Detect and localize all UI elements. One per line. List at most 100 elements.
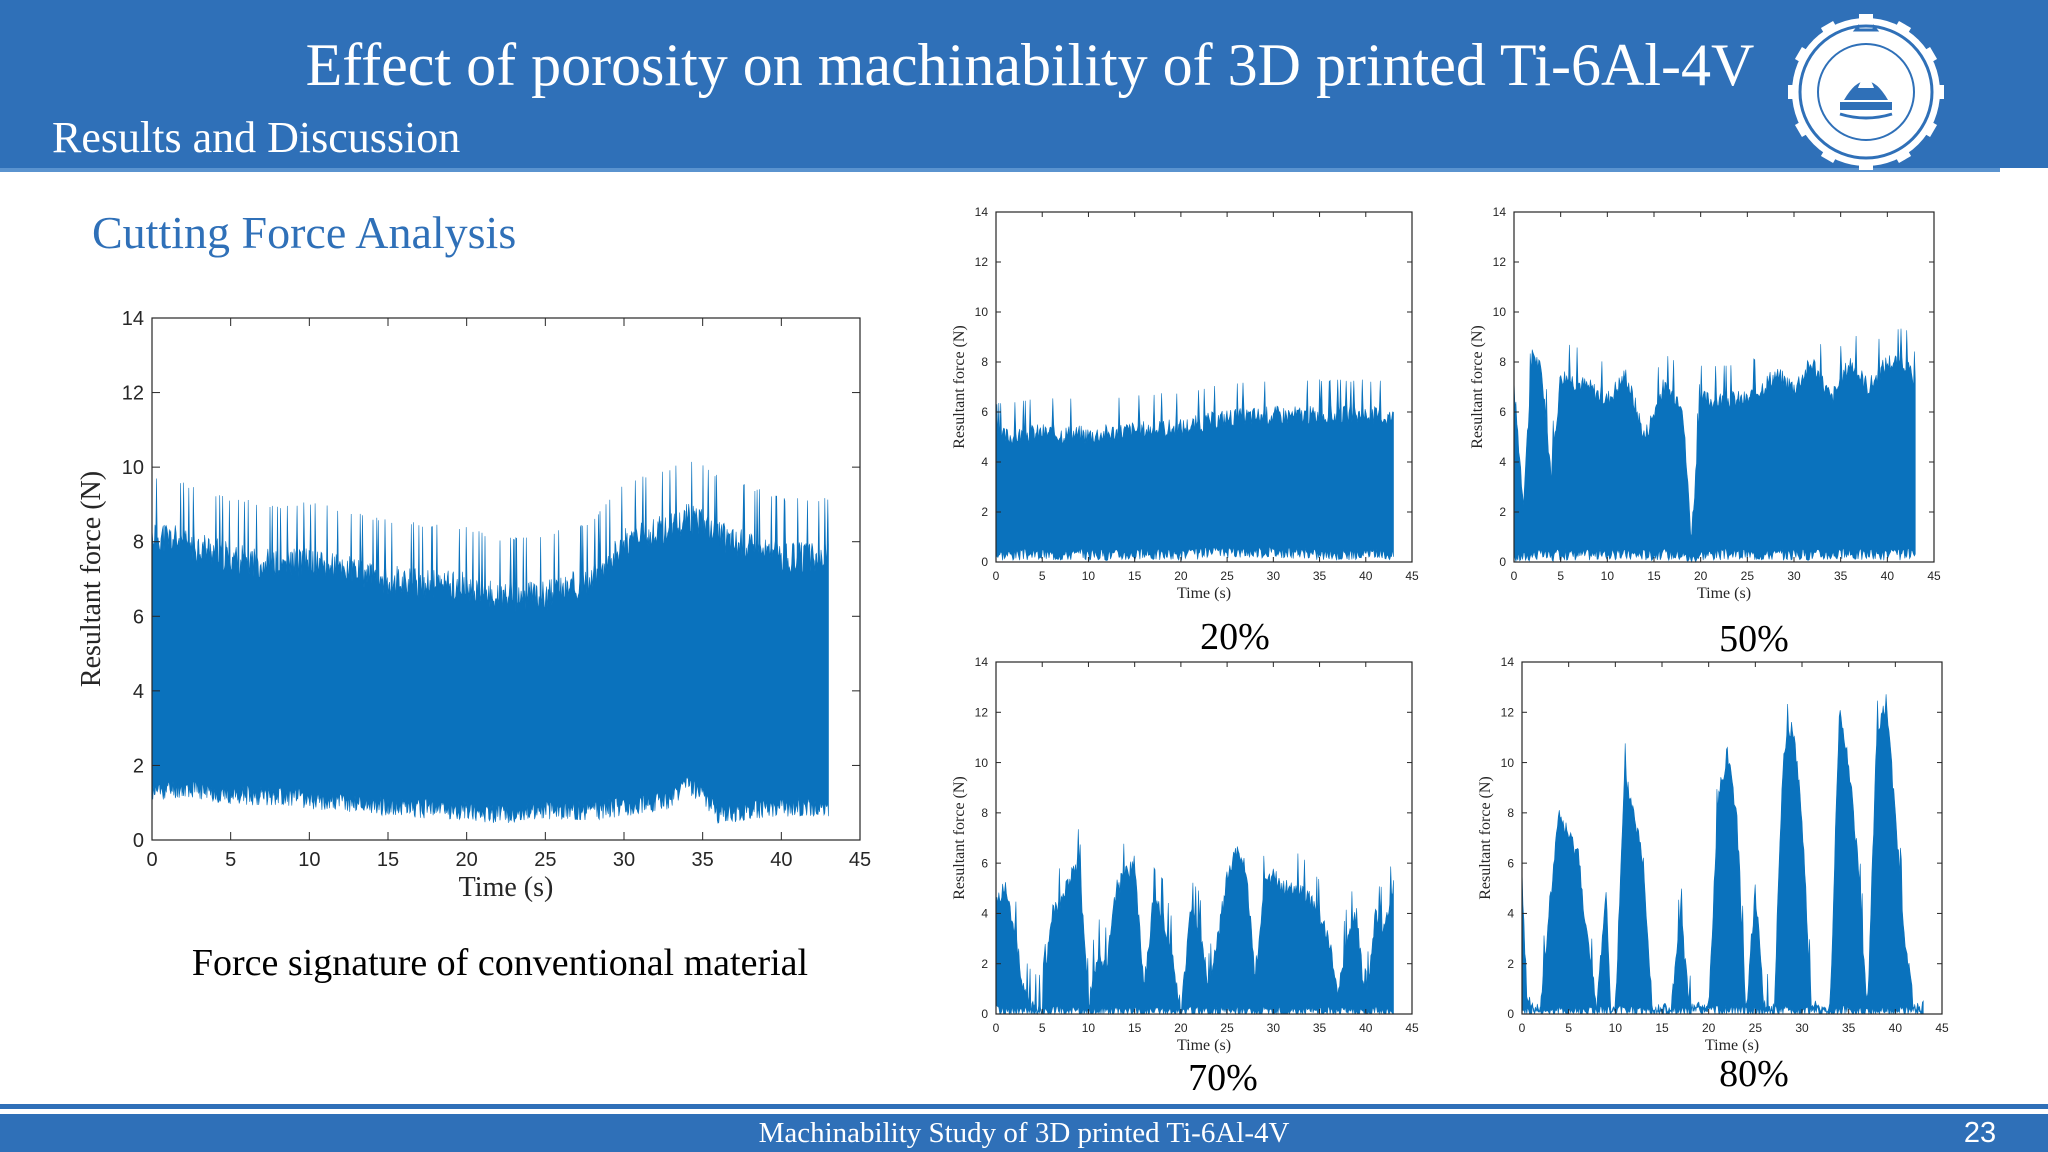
x-tick-label: 30: [1267, 1021, 1281, 1035]
y-tick-label: 8: [133, 532, 144, 554]
x-tick-label: 10: [1082, 569, 1096, 583]
x-tick-label: 0: [1511, 569, 1518, 583]
header-divider: [0, 168, 2000, 172]
y-tick-label: 0: [981, 555, 988, 569]
x-tick-label: 45: [849, 849, 871, 871]
plot-frame: [151, 317, 861, 841]
x-tick-label: 15: [1128, 569, 1142, 583]
y-tick-label: 4: [981, 455, 988, 469]
x-tick-label: 5: [1039, 1021, 1046, 1035]
porosity-label-70: 70%: [1188, 1057, 1258, 1099]
x-tick-label: 10: [1609, 1021, 1623, 1035]
slide-title: Effect of porosity on machinability of 3…: [305, 32, 1755, 98]
x-axis-label: Time (s): [459, 872, 554, 903]
series-area: [1513, 328, 1916, 564]
y-tick-label: 4: [981, 907, 988, 921]
porosity-label-80: 80%: [1719, 1053, 1789, 1095]
y-axis-label: Resultant force (N): [951, 776, 968, 900]
y-tick-label: 2: [1499, 505, 1506, 519]
porosity-label-20: 20%: [1200, 616, 1270, 658]
x-tick-label: 10: [1601, 569, 1615, 583]
x-tick-label: 25: [1220, 1021, 1234, 1035]
y-tick-label: 12: [1501, 705, 1515, 719]
main-force-chart: 0 5 10 15 20 25 30 35 40 45 0 2 4 6 8 10 12 14 Time (s) Res…: [76, 308, 871, 903]
force-chart-80pct: 0 5 10 15 20 25 30 35 40 45 0 2 4 6 8 10 12 14 Time (s) Res…: [1477, 655, 1949, 1054]
x-axis-label: Time (s): [1177, 585, 1231, 602]
x-axis-label: Time (s): [1177, 1037, 1231, 1054]
y-tick-label: 8: [981, 806, 988, 820]
y-tick-label: 2: [133, 755, 144, 777]
x-tick-label: 15: [1655, 1021, 1669, 1035]
x-tick-label: 20: [456, 849, 478, 871]
x-tick-label: 20: [1694, 569, 1708, 583]
x-tick-label: 35: [1313, 569, 1327, 583]
x-tick-label: 0: [146, 849, 157, 871]
x-tick-label: 35: [692, 849, 714, 871]
x-tick-label: 5: [1557, 569, 1564, 583]
x-tick-label: 10: [1082, 1021, 1096, 1035]
y-tick-label: 0: [981, 1007, 988, 1021]
x-tick-label: 30: [613, 849, 635, 871]
y-axis-label: Resultant force (N): [951, 325, 968, 449]
y-tick-label: 0: [133, 830, 144, 852]
y-tick-label: 2: [981, 957, 988, 971]
main-chart-caption: Force signature of conventional material: [191, 942, 809, 984]
y-tick-label: 0: [1507, 1007, 1514, 1021]
x-tick-label: 40: [1881, 569, 1895, 583]
x-axis-label: Time (s): [1705, 1037, 1759, 1054]
y-tick-label: 6: [981, 856, 988, 870]
section-heading: Cutting Force Analysis: [92, 207, 517, 258]
y-tick-label: 10: [1493, 305, 1507, 319]
y-tick-label: 6: [1499, 405, 1506, 419]
x-tick-label: 30: [1787, 569, 1801, 583]
y-tick-label: 2: [981, 505, 988, 519]
x-tick-label: 35: [1313, 1021, 1327, 1035]
force-chart-20pct: 0 5 10 15 20 25 30 35 40 45 0 2 4 6 8 10 12 14 Time (s) Res…: [951, 205, 1419, 602]
y-tick-label: 10: [975, 756, 989, 770]
x-tick-label: 20: [1702, 1021, 1716, 1035]
plot-frame: [995, 661, 1413, 1015]
x-tick-label: 40: [770, 849, 792, 871]
slide-subtitle: Results and Discussion: [52, 113, 461, 162]
y-tick-label: 6: [133, 606, 144, 628]
y-tick-label: 14: [975, 655, 989, 669]
y-tick-label: 12: [975, 705, 989, 719]
x-axis-label: Time (s): [1697, 585, 1751, 602]
y-tick-label: 14: [1493, 205, 1507, 219]
x-tick-label: 25: [1749, 1021, 1763, 1035]
series-area: [995, 379, 1394, 562]
footer-bar: [0, 1114, 2048, 1152]
page-number: 23: [1963, 1117, 1997, 1149]
footer-text: Machinability Study of 3D printed Ti-6Al…: [758, 1117, 1290, 1149]
force-chart-50pct: 0 5 10 15 20 25 30 35 40 45 0 2 4 6 8 10 12 14 Time (s) Res…: [1469, 205, 1941, 602]
x-tick-label: 30: [1795, 1021, 1809, 1035]
y-tick-label: 14: [1501, 655, 1515, 669]
x-tick-label: 0: [993, 569, 1000, 583]
y-tick-label: 8: [1507, 806, 1514, 820]
y-tick-label: 14: [975, 205, 989, 219]
x-tick-label: 5: [225, 849, 236, 871]
y-tick-label: 12: [975, 255, 989, 269]
series-area: [151, 461, 829, 824]
x-tick-label: 30: [1267, 569, 1281, 583]
x-tick-label: 45: [1405, 569, 1419, 583]
x-tick-label: 5: [1565, 1021, 1572, 1035]
x-tick-label: 15: [377, 849, 399, 871]
y-tick-label: 10: [1501, 756, 1515, 770]
x-tick-label: 45: [1405, 1021, 1419, 1035]
x-tick-label: 25: [1220, 569, 1234, 583]
x-tick-label: 35: [1842, 1021, 1856, 1035]
x-tick-label: 40: [1359, 1021, 1373, 1035]
x-tick-label: 45: [1927, 569, 1941, 583]
x-tick-label: 20: [1174, 1021, 1188, 1035]
y-tick-label: 8: [1499, 355, 1506, 369]
y-tick-label: 12: [122, 383, 144, 405]
x-tick-label: 45: [1935, 1021, 1949, 1035]
y-tick-label: 4: [133, 681, 144, 703]
plot-frame: [995, 211, 1413, 563]
y-tick-label: 12: [1493, 255, 1507, 269]
y-tick-label: 10: [975, 305, 989, 319]
x-tick-label: 0: [1519, 1021, 1526, 1035]
x-tick-label: 35: [1834, 569, 1848, 583]
iit-bombay-seal-icon: [1788, 14, 1944, 170]
